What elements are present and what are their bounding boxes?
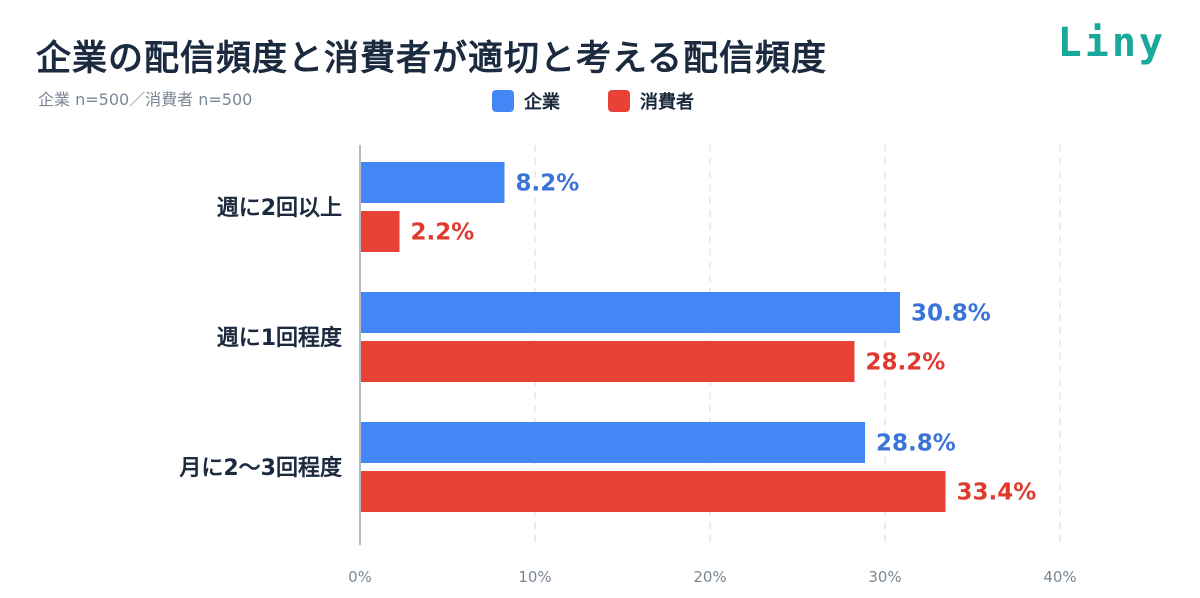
x-tick-label: 30%	[868, 568, 901, 586]
bar	[361, 471, 946, 512]
data-label: 33.4%	[957, 480, 1037, 506]
x-tick-label: 40%	[1043, 568, 1076, 586]
bar	[361, 341, 855, 382]
category-label: 週に1回程度	[217, 325, 343, 351]
legend-swatch-consumer	[608, 90, 630, 112]
legend-item-company: 企業	[492, 88, 560, 114]
category-label: 月に2〜3回程度	[178, 455, 343, 481]
legend-swatch-company	[492, 90, 514, 112]
data-label: 28.8%	[876, 431, 956, 457]
chart-title: 企業の配信頻度と消費者が適切と考える配信頻度	[36, 39, 827, 79]
legend: 企業 消費者	[492, 88, 694, 114]
bar	[361, 292, 900, 333]
bar	[361, 422, 865, 463]
legend-label-company: 企業	[524, 92, 560, 113]
data-label: 28.2%	[866, 350, 946, 376]
x-tick-label: 10%	[518, 568, 551, 586]
category-label: 週に2回以上	[217, 196, 342, 221]
data-label: 30.8%	[911, 301, 991, 327]
liny-logo: Liny	[1057, 20, 1166, 66]
x-tick-label: 20%	[693, 568, 726, 586]
x-tick-label: 0%	[348, 568, 372, 586]
bar	[361, 211, 400, 252]
bar	[361, 162, 505, 203]
legend-label-consumer: 消費者	[640, 92, 694, 113]
chart-subtitle: 企業 n=500／消費者 n=500	[38, 90, 253, 109]
data-label: 2.2%	[411, 220, 475, 246]
data-label: 8.2%	[516, 171, 580, 197]
legend-item-consumer: 消費者	[608, 88, 694, 114]
